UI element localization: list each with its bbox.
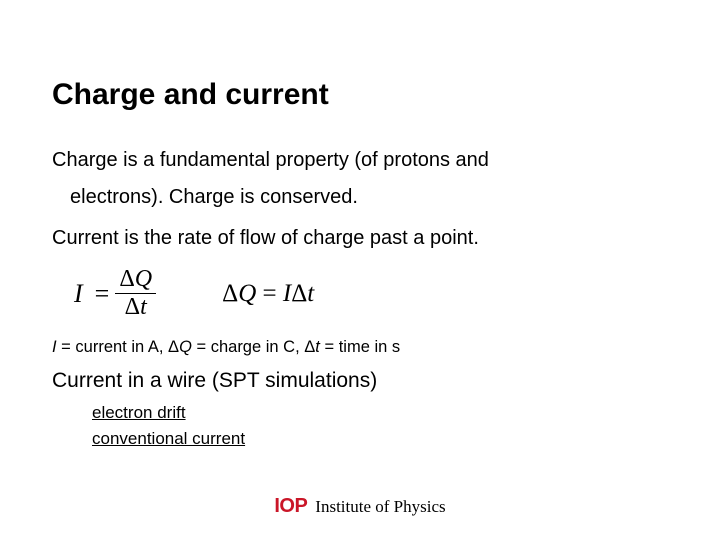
eq1-fraction: ΔQ Δt bbox=[115, 267, 156, 320]
iop-logo-text: Institute of Physics bbox=[315, 497, 445, 517]
equation-row: I = ΔQ Δt ΔQ = IΔt bbox=[52, 261, 668, 328]
equation-legend: I = current in A, ΔQ = charge in C, Δt =… bbox=[52, 338, 668, 357]
link-electron-drift[interactable]: electron drift bbox=[92, 403, 186, 423]
link-conventional-current[interactable]: conventional current bbox=[92, 429, 245, 449]
eq1-lhs: I bbox=[74, 279, 83, 309]
eq1-denominator: Δt bbox=[121, 295, 151, 320]
equation-i-eq-dq-dt: I = ΔQ Δt bbox=[74, 267, 156, 320]
legend-q: Q bbox=[179, 338, 192, 356]
iop-logo-icon: IOP bbox=[274, 495, 307, 518]
subheading-simulations: Current in a wire (SPT simulations) bbox=[52, 369, 668, 393]
paragraph-charge: Charge is a fundamental property (of pro… bbox=[52, 142, 668, 216]
p1-line2: electrons). Charge is conserved. bbox=[52, 179, 668, 216]
legend-q-desc: = charge in C, bbox=[192, 338, 304, 356]
p1-line1: Charge is a fundamental property (of pro… bbox=[52, 149, 489, 171]
page-title: Charge and current bbox=[52, 78, 668, 112]
legend-t-desc: = time in s bbox=[320, 338, 400, 356]
legend-delta2: Δ bbox=[304, 338, 315, 356]
link-list: electron drift conventional current bbox=[52, 403, 668, 455]
legend-delta1: Δ bbox=[168, 338, 179, 356]
equation-dq-eq-idt: ΔQ = IΔt bbox=[222, 280, 314, 308]
paragraph-current: Current is the rate of flow of charge pa… bbox=[52, 220, 668, 257]
eq1-numerator: ΔQ bbox=[115, 267, 156, 292]
footer-logo: IOP Institute of Physics bbox=[274, 495, 445, 518]
legend-i-desc: = current in A, bbox=[57, 338, 168, 356]
eq1-equals: = bbox=[95, 279, 110, 309]
